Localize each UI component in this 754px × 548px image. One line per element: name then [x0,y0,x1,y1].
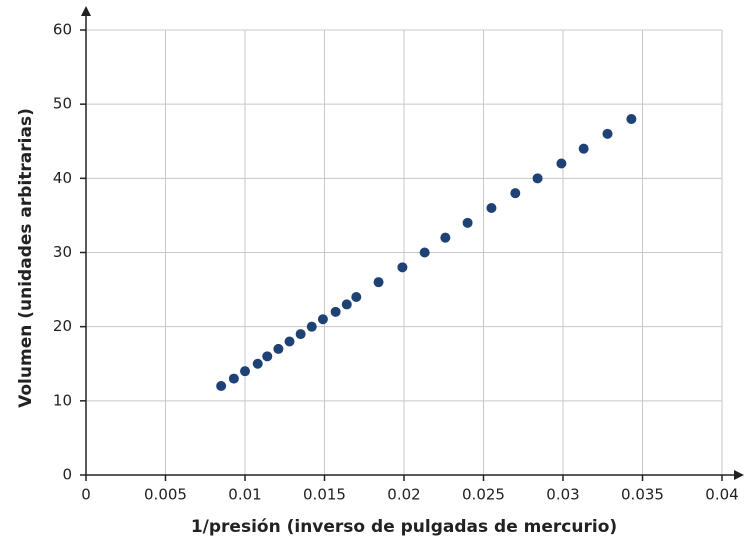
data-point [240,366,250,377]
data-point [306,321,317,332]
x-axis-label: 1/presión (inverso de pulgadas de mercur… [191,517,617,537]
data-point [330,306,341,317]
y-axis-arrow [81,6,91,16]
x-tick-label: 0.01 [228,486,261,504]
data-point [373,277,384,288]
x-tick-label: 0.005 [144,486,187,504]
data-point [216,381,227,391]
data-point [262,351,273,362]
x-tick-label: 0.03 [546,486,579,504]
y-tick-label: 10 [53,391,72,409]
y-tick-label: 20 [53,317,72,335]
x-tick-label: 0.04 [705,486,738,504]
data-point [228,373,239,384]
data-point [341,299,352,310]
x-axis-arrow [734,470,744,480]
data-point [397,262,408,273]
data-point [252,358,263,369]
data-point [556,158,567,169]
x-tick-label: 0 [81,486,91,504]
data-point [510,188,521,199]
x-tick-label: 0.035 [621,486,664,504]
y-tick-label: 30 [53,243,72,261]
data-point [440,232,451,243]
x-tick-label: 0.025 [462,486,505,504]
data-point [462,217,473,228]
y-tick-label: 0 [62,466,72,484]
data-point [602,128,613,139]
data-point [532,173,543,184]
y-tick-label: 50 [53,95,72,113]
data-point [419,247,430,258]
data-point [284,336,295,347]
y-tick-label: 60 [53,21,72,39]
x-tick-label: 0.02 [387,486,420,504]
y-tick-label: 40 [53,169,72,187]
x-tick-label: 0.015 [303,486,346,504]
data-point [317,314,328,325]
data-point [295,329,306,340]
y-axis-label: Volumen (unidades arbitrarias) [16,108,36,408]
data-point [273,343,284,354]
data-point [578,143,589,154]
data-point [351,292,362,302]
data-point [486,203,497,213]
data-point [626,114,637,124]
